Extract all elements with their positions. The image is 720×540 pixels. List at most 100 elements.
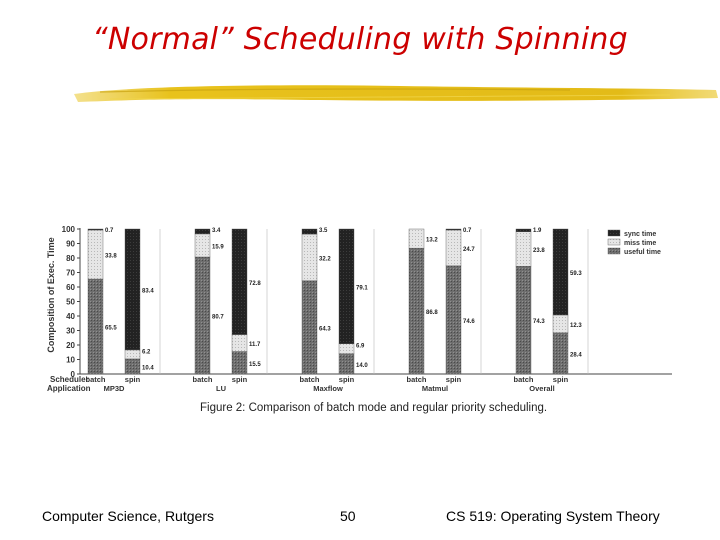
value-label-useful: 65.5 <box>105 326 117 332</box>
bar-segment-miss <box>445 229 462 267</box>
legend-swatch-sync <box>607 229 621 237</box>
bar-category-label: spin <box>125 375 141 384</box>
group-label: MP3D <box>104 384 125 393</box>
y-tick-label: 20 <box>66 341 75 350</box>
group-label: Maxflow <box>313 384 343 393</box>
value-label-sync: 0.7 <box>463 228 472 234</box>
value-label-useful: 86.8 <box>426 310 438 316</box>
value-label-sync: 3.5 <box>319 228 328 234</box>
bar-category-label: batch <box>299 375 319 384</box>
group-separators <box>159 229 589 374</box>
y-tick-label: 60 <box>66 283 75 292</box>
y-tick-label: 0 <box>71 370 76 379</box>
value-label-miss: 11.7 <box>249 342 261 348</box>
chart-legend: sync time miss time useful time <box>607 229 661 256</box>
bar-segment-sync <box>515 228 532 232</box>
bar-segment-sync <box>552 228 569 316</box>
value-label-miss: 32.2 <box>319 256 331 262</box>
value-label-useful: 74.6 <box>463 319 475 325</box>
bar-segment-useful <box>301 280 318 375</box>
bar-segment-miss <box>194 233 211 258</box>
bar-segment-miss <box>552 314 569 334</box>
value-label-sync: 72.8 <box>249 281 261 287</box>
value-label-sync: 79.1 <box>356 285 368 291</box>
bar-segment-miss <box>301 233 318 281</box>
value-label-useful: 14.0 <box>356 363 368 369</box>
bar-category-label: spin <box>339 375 355 384</box>
value-label-useful: 28.4 <box>570 352 582 358</box>
footer-institution: Computer Science, Rutgers <box>42 508 214 524</box>
y-tick-label: 10 <box>66 356 75 365</box>
y-axis-ticks: 0 10 20 30 40 50 60 70 80 90 100 <box>62 225 80 379</box>
value-labels: 65.5 33.8 0.7 10.4 6.2 83.4 80.7 15.9 3.4 15.5 11.… <box>105 228 582 371</box>
batch-vs-spin-chart: Composition of Exec. Time 0 10 20 30 40 50 60 7… <box>46 225 672 414</box>
value-label-miss: 24.7 <box>463 247 475 253</box>
y-tick-label: 40 <box>66 312 75 321</box>
bar-segment-useful <box>408 247 425 375</box>
bar-segment-useful <box>87 278 104 375</box>
value-label-useful: 15.5 <box>249 362 261 368</box>
value-label-sync: 3.4 <box>212 228 221 234</box>
group-label: Overall <box>529 384 554 393</box>
value-label-sync: 1.9 <box>533 228 542 234</box>
value-label-miss: 13.2 <box>426 238 438 244</box>
bar-category-label: spin <box>232 375 248 384</box>
bar-segment-sync <box>194 228 211 235</box>
y-tick-label: 80 <box>66 254 75 263</box>
row-label-scheduler: Scheduler <box>50 375 89 384</box>
bar-segment-useful <box>194 256 211 375</box>
value-label-miss: 23.8 <box>533 248 545 254</box>
bar-segment-sync <box>231 228 248 335</box>
figure-caption: Figure 2: Comparison of batch mode and r… <box>200 402 547 414</box>
legend-swatch-miss <box>607 238 621 246</box>
bar-segment-useful <box>231 351 248 375</box>
bar-segment-useful <box>515 266 532 375</box>
bar-segment-sync <box>445 228 462 231</box>
value-label-sync: 0.7 <box>105 228 114 234</box>
bar-segment-useful <box>552 332 569 375</box>
bar-category-label: batch <box>85 375 105 384</box>
y-tick-label: 90 <box>66 240 75 249</box>
value-label-useful: 74.3 <box>533 319 545 325</box>
row-label-application: Application <box>47 384 91 393</box>
footer-course: CS 519: Operating System Theory <box>446 508 660 524</box>
bar-segment-sync <box>338 228 355 344</box>
y-tick-label: 100 <box>62 225 76 234</box>
bar-segment-miss <box>338 343 355 354</box>
y-tick-label: 30 <box>66 327 75 336</box>
bar-segment-sync <box>124 228 141 351</box>
value-label-sync: 59.3 <box>570 271 582 277</box>
bar-segment-useful <box>338 353 355 375</box>
value-label-miss: 15.9 <box>212 244 224 250</box>
bar-segment-miss <box>231 334 248 352</box>
bar-segment-useful <box>445 265 462 375</box>
group-label: LU <box>216 384 226 393</box>
value-label-useful: 80.7 <box>212 314 224 320</box>
bar-segment-miss <box>408 228 425 249</box>
bar-segment-miss <box>515 231 532 267</box>
y-axis-title: Composition of Exec. Time <box>46 237 56 352</box>
group-label: Matmul <box>422 384 448 393</box>
value-label-useful: 64.3 <box>319 326 331 332</box>
legend-label-sync: sync time <box>624 231 656 238</box>
legend-label-useful: useful time <box>624 249 661 256</box>
value-label-miss: 6.2 <box>142 349 151 355</box>
bar-segment-miss <box>87 229 104 280</box>
bar-category-label: spin <box>446 375 462 384</box>
value-label-miss: 12.3 <box>570 323 582 329</box>
value-label-sync: 83.4 <box>142 288 154 294</box>
slide-title: “Normal” Scheduling with Spinning <box>92 22 628 57</box>
y-tick-label: 70 <box>66 269 75 278</box>
value-label-miss: 6.9 <box>356 344 365 350</box>
bar-category-label: batch <box>192 375 212 384</box>
bar-series <box>87 228 569 375</box>
bar-segment-sync <box>301 228 318 235</box>
legend-label-miss: miss time <box>624 240 656 247</box>
bar-segment-sync <box>87 228 104 231</box>
bar-segment-useful <box>124 358 141 375</box>
title-underline-brush <box>74 85 718 102</box>
value-label-useful: 10.4 <box>142 365 154 371</box>
y-tick-label: 50 <box>66 298 75 307</box>
legend-swatch-useful <box>607 247 621 255</box>
